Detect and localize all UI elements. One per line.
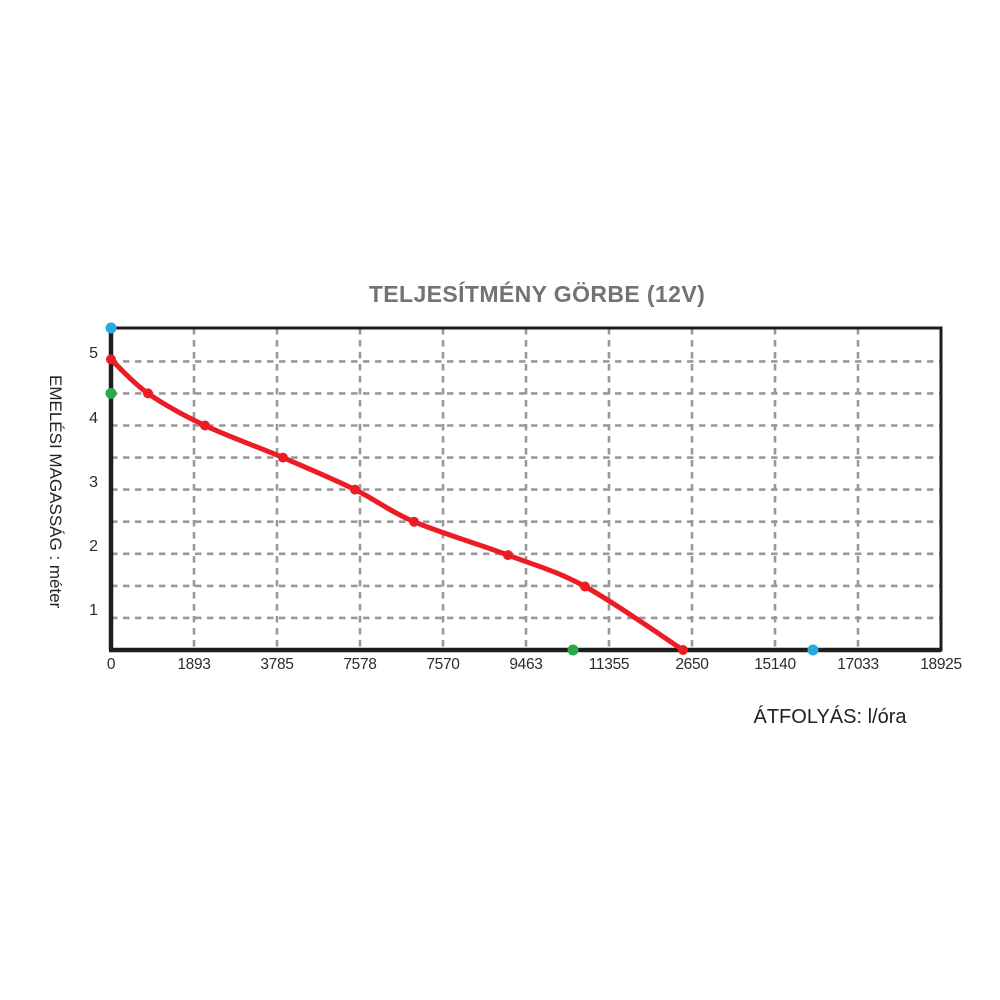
x-tick-label: 3785 bbox=[260, 656, 294, 673]
data-point bbox=[678, 645, 688, 655]
data-point bbox=[409, 516, 419, 527]
x-tick-label: 18925 bbox=[920, 656, 962, 673]
cyan-marker-y-axis-top bbox=[105, 322, 117, 334]
x-tick-label: 11355 bbox=[588, 656, 630, 673]
x-tick-label: 7578 bbox=[343, 656, 377, 673]
data-point bbox=[143, 388, 153, 399]
plot-svg bbox=[105, 322, 943, 656]
x-tick-label: 9463 bbox=[509, 656, 543, 673]
data-point bbox=[106, 354, 116, 365]
y-axis-title: EMELÉSI MAGASSÁG : méter bbox=[46, 375, 65, 609]
x-tick-label: 0 bbox=[106, 656, 116, 673]
x-tick-label: 15140 bbox=[754, 656, 796, 673]
x-axis-title: ÁTFOLYÁS: l/óra bbox=[753, 706, 907, 728]
cyan-marker-x-axis bbox=[807, 644, 819, 656]
x-tick-label: 2650 bbox=[675, 656, 709, 673]
data-point bbox=[278, 452, 288, 463]
y-tick-label: 5 bbox=[89, 345, 98, 363]
y-tick-label: 1 bbox=[89, 601, 98, 619]
data-point bbox=[350, 484, 360, 495]
green-marker-y-axis bbox=[105, 387, 117, 399]
chart-title: TELJESÍTMÉNY GÖRBE (12V) bbox=[368, 281, 706, 307]
performance-curve bbox=[108, 356, 686, 653]
y-tick-label: 4 bbox=[89, 409, 98, 427]
green-marker-x-axis bbox=[567, 644, 579, 656]
x-tick-label: 1893 bbox=[177, 656, 211, 673]
plot-area bbox=[105, 322, 943, 656]
data-point bbox=[580, 581, 590, 592]
x-tick-label: 17033 bbox=[837, 656, 879, 673]
y-tick-label: 3 bbox=[89, 473, 98, 491]
data-point bbox=[503, 550, 513, 561]
y-tick-label: 2 bbox=[89, 537, 98, 555]
data-point bbox=[200, 420, 210, 431]
x-tick-label: 7570 bbox=[426, 656, 460, 673]
